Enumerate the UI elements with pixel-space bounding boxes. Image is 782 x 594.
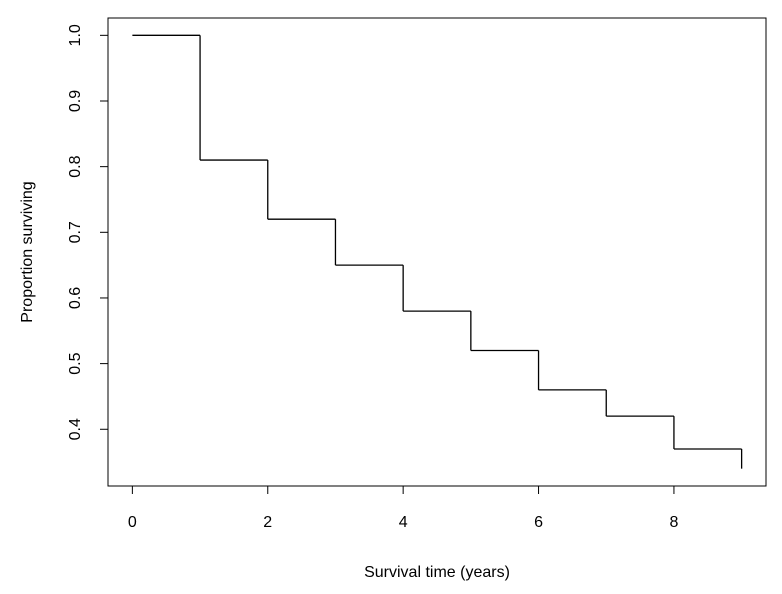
y-axis-label: Proportion surviving [19,181,36,322]
y-tick-label: 1.0 [67,24,84,46]
x-tick-label: 4 [399,514,408,531]
x-tick-label: 8 [669,514,678,531]
y-tick-label: 0.6 [67,287,84,309]
y-tick-label: 0.7 [67,221,84,243]
x-tick-label: 0 [128,514,137,531]
y-tick-label: 0.8 [67,155,84,177]
x-axis-label: Survival time (years) [364,564,510,581]
x-tick-label: 6 [534,514,543,531]
y-tick-label: 0.4 [67,418,84,440]
y-tick-label: 0.9 [67,90,84,112]
x-tick-label: 2 [263,514,272,531]
y-tick-label: 0.5 [67,352,84,374]
